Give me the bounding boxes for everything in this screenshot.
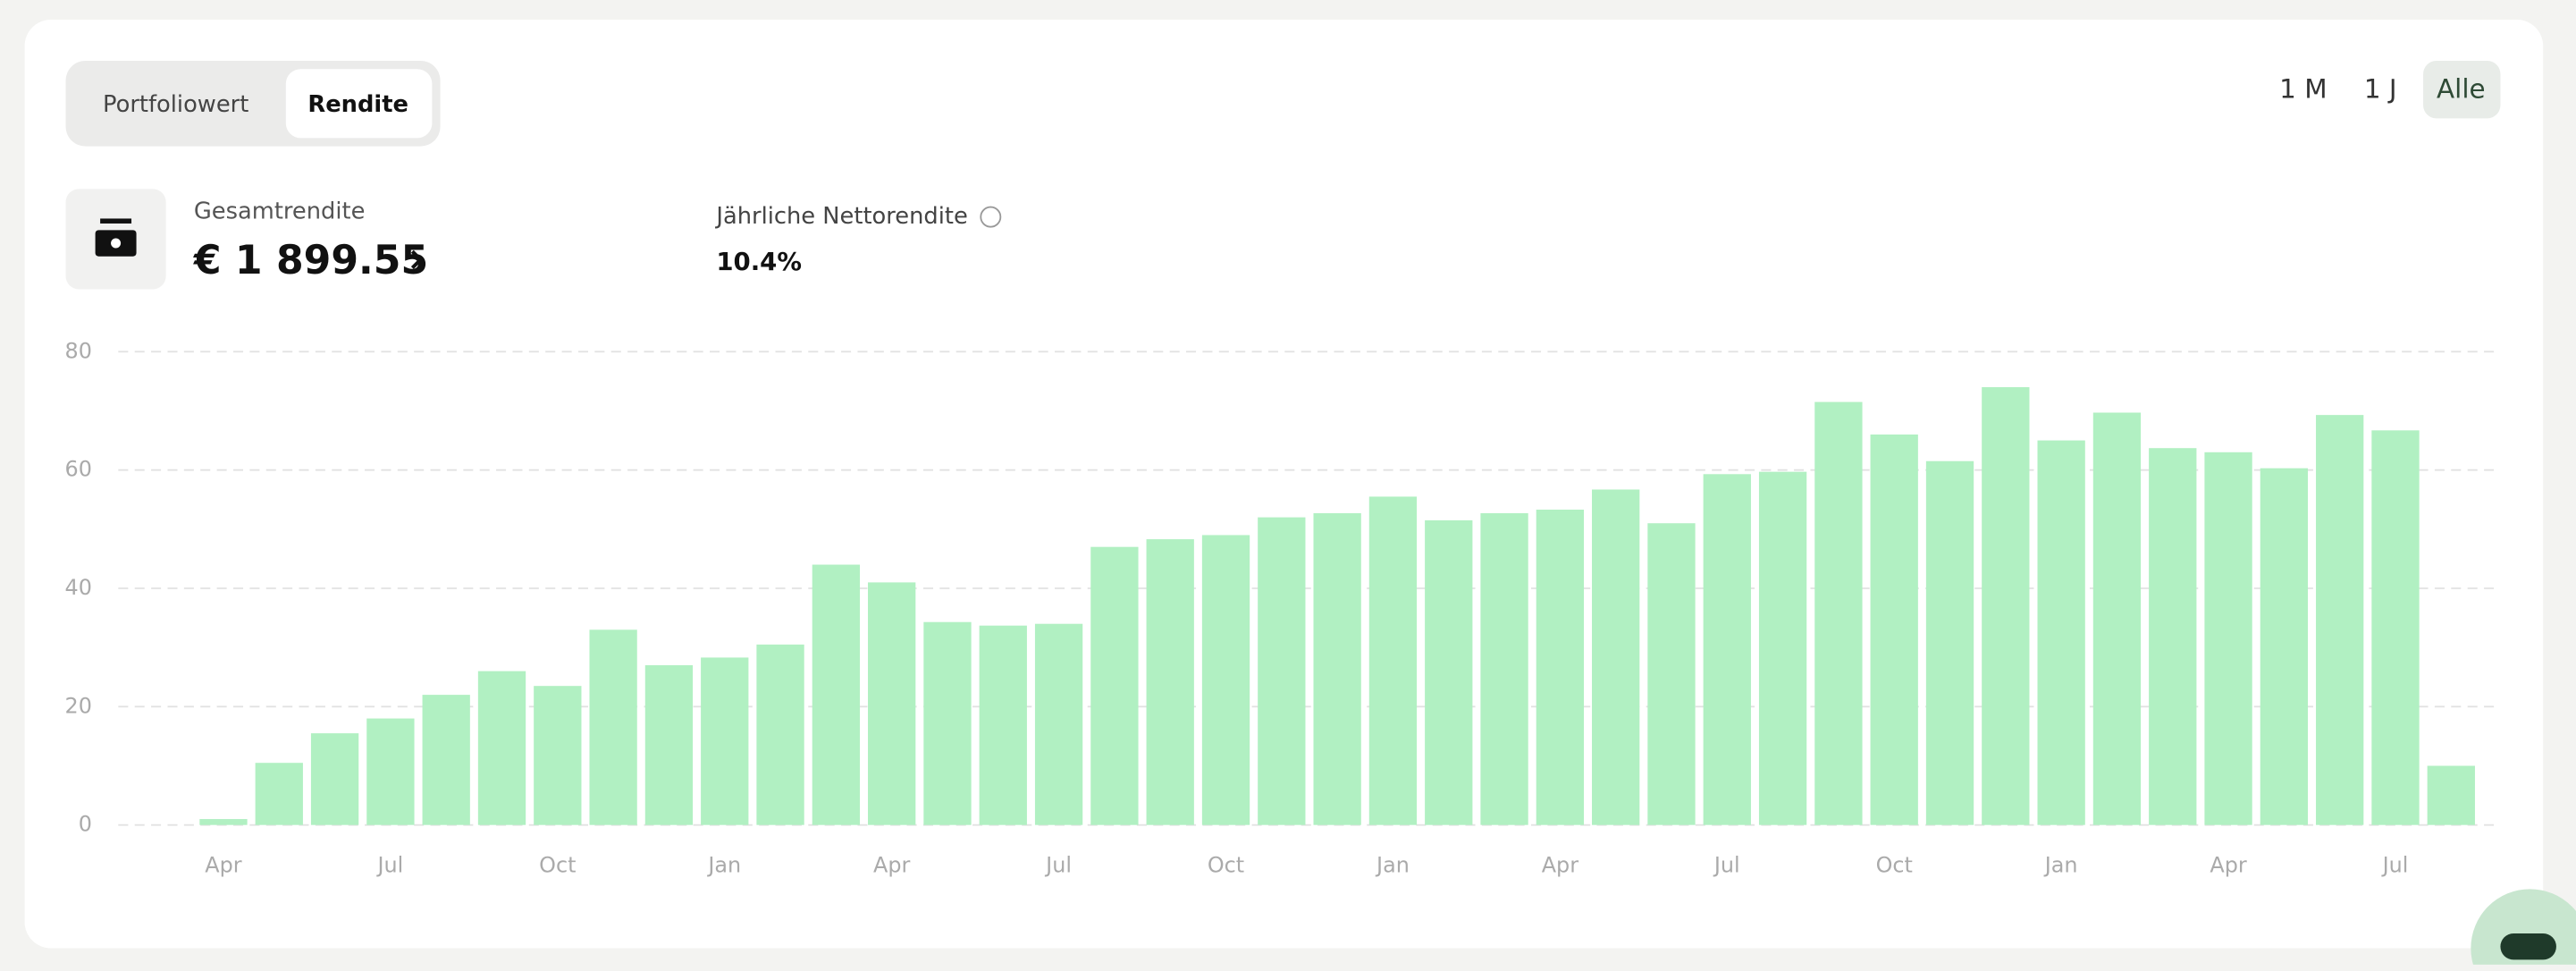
bar: [477, 671, 526, 825]
bar: [868, 582, 916, 825]
bar: [812, 564, 861, 825]
bar: [1814, 401, 1863, 825]
total-label: Gesamtrendite: [194, 198, 366, 225]
bar: [366, 718, 415, 825]
bar: [1368, 496, 1418, 825]
bar: [2204, 452, 2252, 825]
x-tick-label: Jul: [1044, 853, 1072, 878]
bar: [644, 665, 694, 825]
bar: [2092, 412, 2142, 825]
x-tick-label: Oct: [1208, 853, 1244, 878]
bar: [255, 763, 303, 825]
x-tick-label: Jan: [2043, 853, 2078, 878]
y-tick-label: 20: [65, 693, 92, 718]
bar: [701, 657, 749, 825]
bar: [2427, 765, 2475, 825]
x-tick-label: Jan: [706, 853, 741, 878]
x-tick-label: Apr: [873, 853, 910, 878]
bar: [1425, 519, 1473, 825]
bar: [979, 625, 1027, 825]
bar: [2037, 440, 2085, 825]
tab[interactable]: Portfoliowert: [103, 91, 248, 118]
chat-icon[interactable]: [2500, 933, 2556, 960]
info-icon[interactable]: [980, 206, 1002, 228]
tab[interactable]: Rendite: [307, 91, 408, 118]
x-tick-label: Jul: [375, 853, 403, 878]
bar: [1201, 535, 1250, 825]
bar: [1258, 517, 1306, 825]
y-tick-label: 60: [65, 457, 92, 482]
range-button[interactable]: 1 J: [2364, 74, 2397, 105]
range-button[interactable]: Alle: [2437, 74, 2486, 105]
x-tick-label: Apr: [2210, 853, 2246, 878]
bar: [1034, 623, 1083, 825]
bar: [2149, 448, 2197, 825]
x-tick-label: Jul: [2381, 853, 2409, 878]
bar: [2371, 430, 2420, 825]
bar: [534, 686, 582, 825]
bar: [1703, 474, 1751, 825]
bar: [1090, 546, 1139, 825]
annual-value: 10.4%: [716, 247, 802, 276]
bar: [1313, 512, 1361, 825]
bar: [1870, 434, 1918, 825]
x-tick-label: Apr: [205, 853, 241, 878]
total-value[interactable]: € 1 899.55: [193, 238, 428, 283]
bar: [422, 695, 470, 825]
bar: [310, 733, 359, 825]
bar: [1647, 523, 1696, 825]
range-active[interactable]: [2423, 61, 2501, 119]
bar: [1536, 510, 1585, 825]
bar: [1758, 471, 1807, 825]
x-tick-label: Jul: [1713, 853, 1740, 878]
x-tick-label: Apr: [1542, 853, 1578, 878]
bar: [199, 819, 248, 825]
tab-active[interactable]: [285, 69, 433, 139]
wallet-icon: [111, 238, 122, 249]
wallet-icon: [100, 218, 132, 224]
x-tick-label: Oct: [539, 853, 576, 878]
x-tick-label: Oct: [1876, 853, 1913, 878]
y-tick-label: 80: [65, 338, 92, 363]
bar: [1480, 512, 1528, 825]
annual-label: Jährliche Nettorendite: [714, 203, 967, 230]
bar: [923, 621, 972, 825]
bar: [1592, 489, 1640, 825]
bar: [1146, 539, 1194, 825]
x-tick-label: Jan: [1375, 853, 1410, 878]
range-button[interactable]: 1 M: [2279, 74, 2327, 105]
bar: [1982, 387, 2030, 825]
y-tick-label: 0: [79, 812, 92, 837]
y-tick-label: 40: [65, 575, 92, 600]
bar: [1925, 460, 1974, 825]
bar: [756, 644, 804, 825]
bar: [2260, 468, 2309, 825]
chevron[interactable]: [410, 249, 424, 270]
bar: [589, 629, 637, 825]
bar: [2316, 415, 2364, 825]
